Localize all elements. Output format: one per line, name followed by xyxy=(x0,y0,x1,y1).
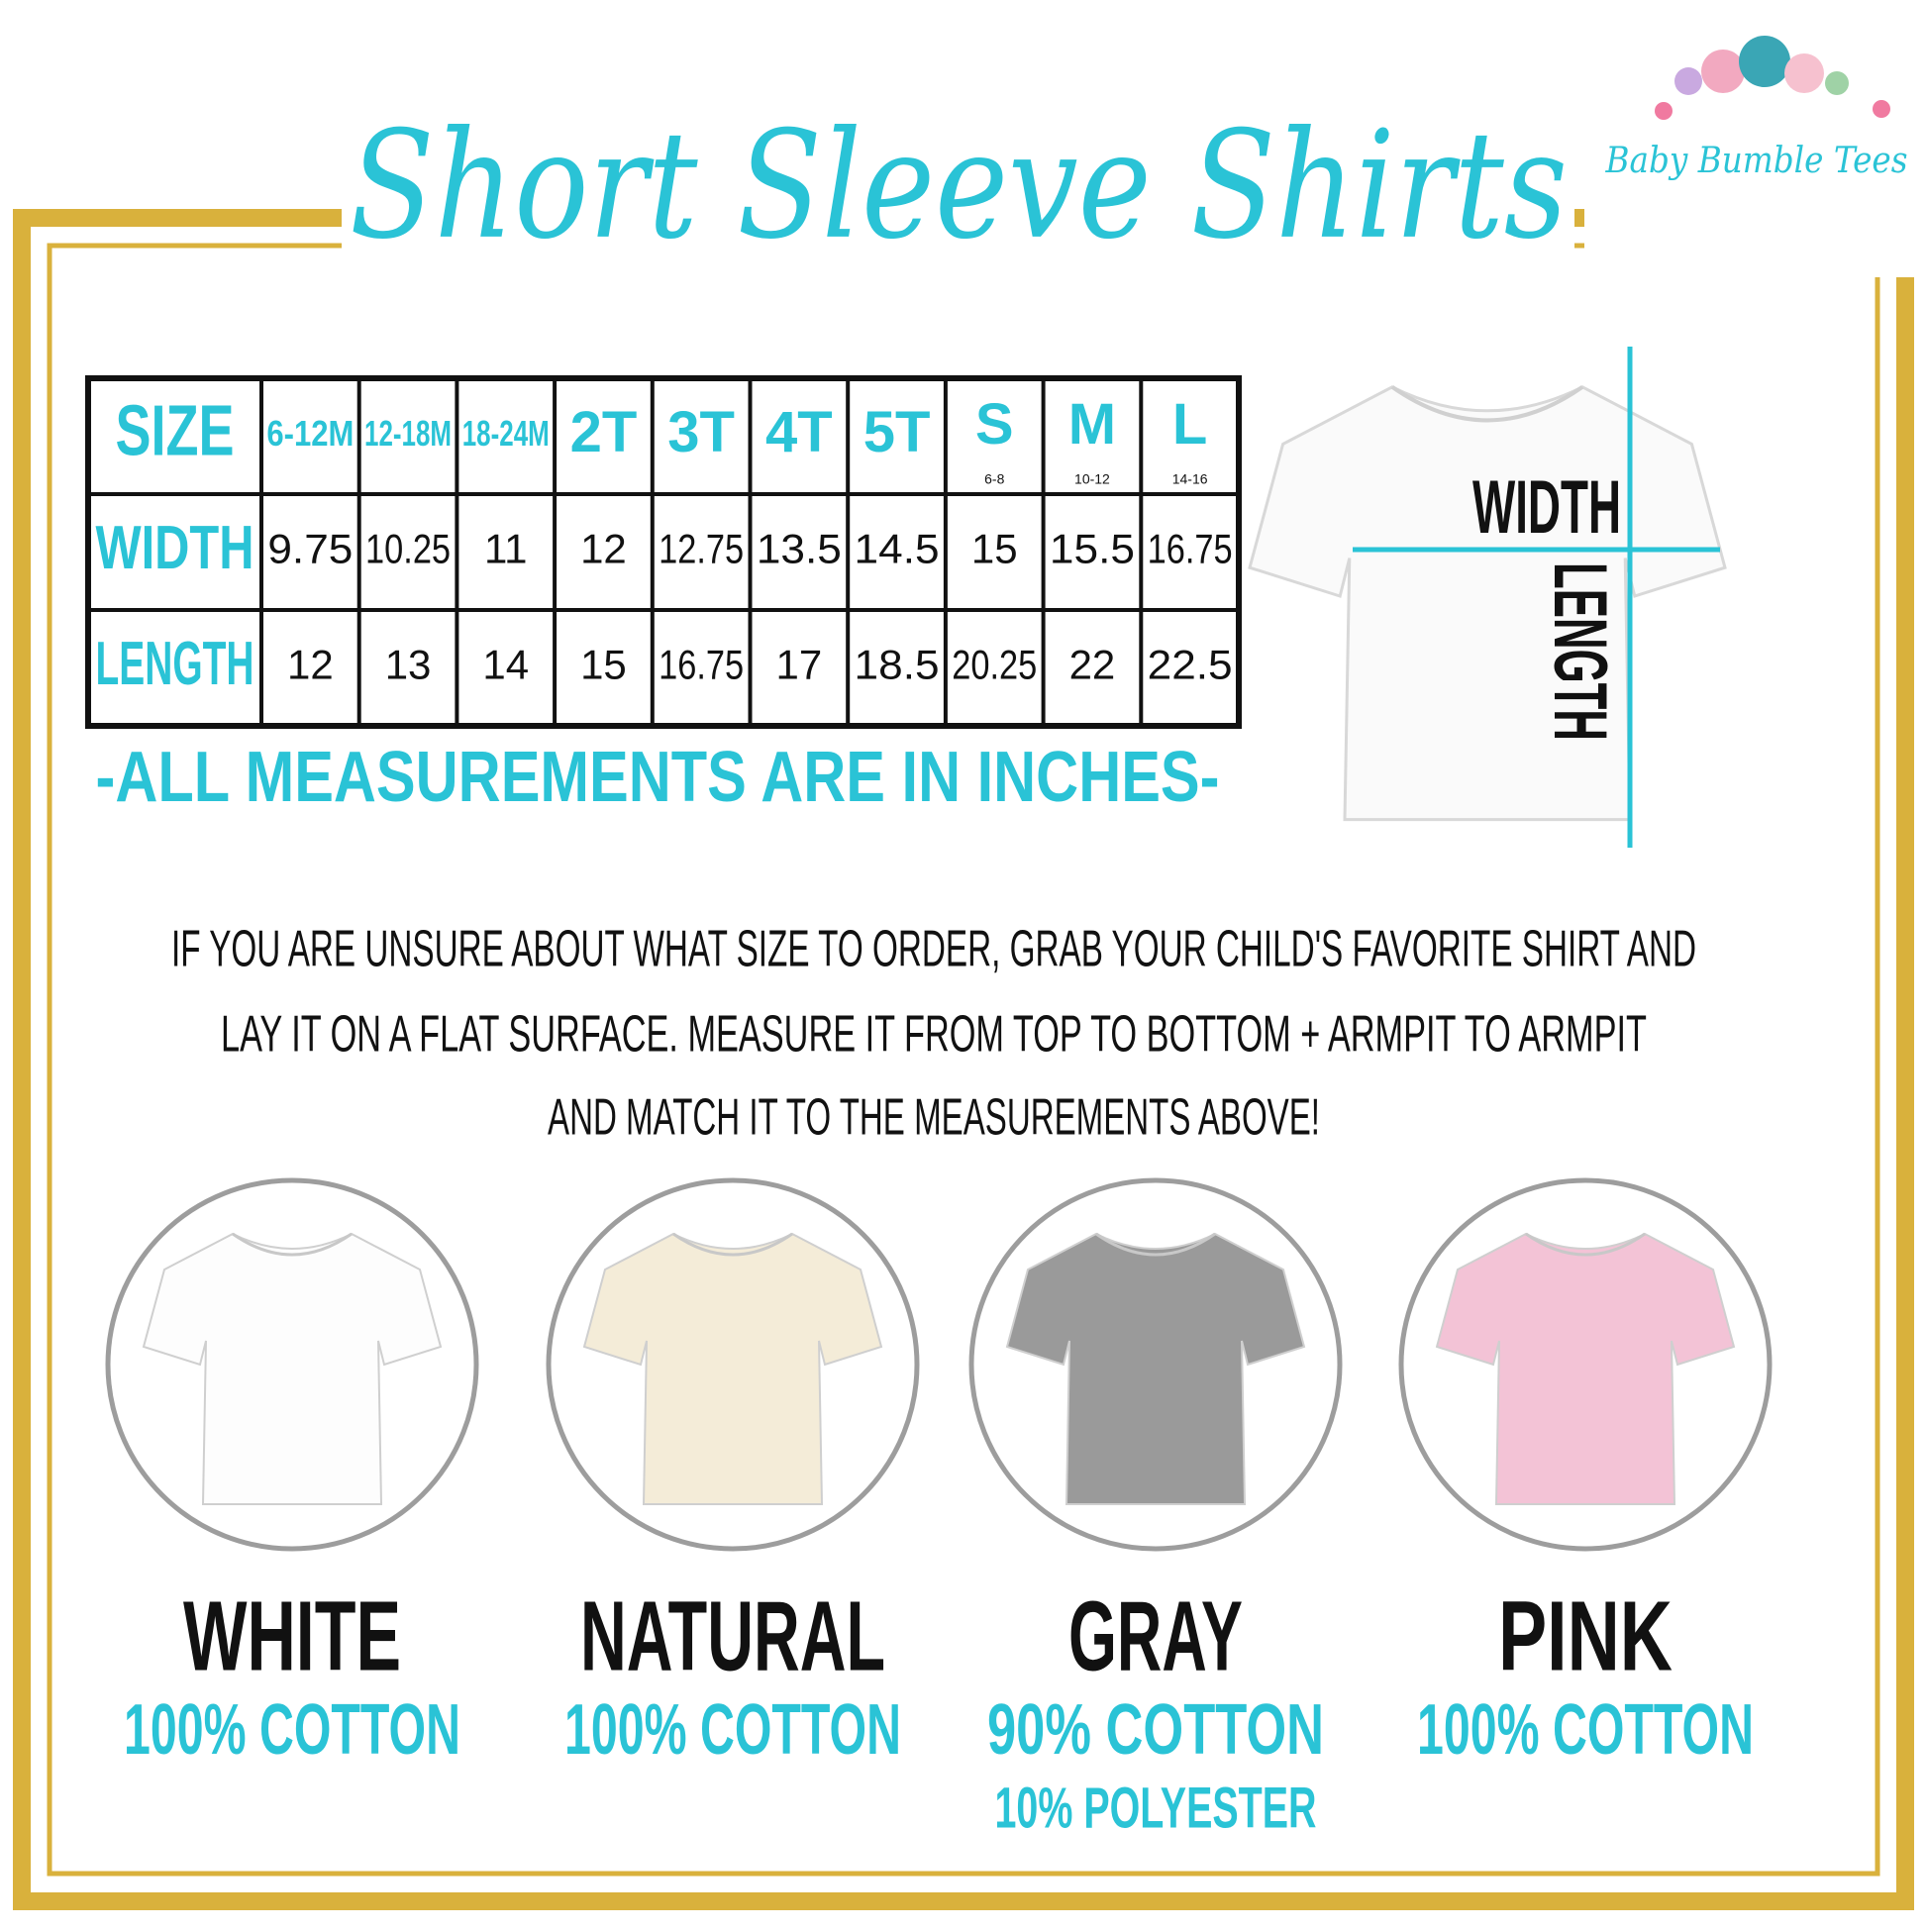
cell-value: 14 xyxy=(482,642,529,688)
fabric: 90% COTTON xyxy=(987,1690,1324,1770)
size-note: 10-12 xyxy=(1074,471,1110,487)
brand-flowers xyxy=(1655,36,1890,120)
size-label: 4T xyxy=(765,400,833,464)
length-label: LENGTH xyxy=(1538,562,1622,741)
cell-value: 16.75 xyxy=(659,642,744,688)
cell-value: 13 xyxy=(385,642,432,688)
cell-value: 11 xyxy=(484,526,528,572)
cell-value: 14.5 xyxy=(855,526,940,572)
row-header: WIDTH xyxy=(96,514,254,582)
cell-value: 12 xyxy=(580,526,627,572)
cell-value: 13.5 xyxy=(757,526,842,572)
cell-value: 15.5 xyxy=(1050,526,1135,572)
fabric: 10% POLYESTER xyxy=(995,1776,1317,1840)
size-label: 18-24M xyxy=(462,413,550,454)
size-note: 6-8 xyxy=(984,471,1004,487)
size-label: 6-12M xyxy=(266,413,354,454)
size-label: M xyxy=(1068,392,1116,457)
shirt-diagram: WIDTH LENGTH xyxy=(1248,347,1727,848)
swatch-collar xyxy=(672,1232,793,1257)
cell-value: 22 xyxy=(1069,642,1116,688)
measurement-note: -ALL MEASUREMENTS ARE IN INCHES- xyxy=(96,738,1220,817)
cell-value: 15 xyxy=(580,642,627,688)
cell-value: 9.75 xyxy=(267,526,353,572)
cell-value: 15 xyxy=(971,526,1018,572)
swatch-collar xyxy=(232,1232,353,1257)
row-header: LENGTH xyxy=(96,630,254,698)
size-label: S xyxy=(975,392,1014,457)
color-name: GRAY xyxy=(1068,1580,1243,1691)
fabric: 100% COTTON xyxy=(564,1690,901,1770)
instruction-line: LAY IT ON A FLAT SURFACE. MEASURE IT FRO… xyxy=(221,1006,1647,1064)
size-label: 5T xyxy=(863,400,931,464)
fabric: 100% COTTON xyxy=(124,1690,460,1770)
diagram-shirt xyxy=(1248,385,1727,822)
size-note: 14-16 xyxy=(1172,471,1208,487)
diagram-collar xyxy=(1390,385,1584,423)
cell-value: 12.75 xyxy=(659,526,744,572)
title: Short Sleeve Shirts xyxy=(350,100,1568,272)
cell-value: 22.5 xyxy=(1148,642,1233,688)
cell-value: 18.5 xyxy=(855,642,940,688)
swatch-collar xyxy=(1525,1232,1646,1257)
color-name: PINK xyxy=(1498,1580,1673,1691)
size-label: 12-18M xyxy=(364,413,452,454)
cell-value: 17 xyxy=(775,642,822,688)
size-label: 3T xyxy=(667,400,735,464)
fabric: 100% COTTON xyxy=(1417,1690,1754,1770)
size-table: SIZE 6-12M 12-18M 18-24M 2T 3T 4T 5T S 6-8 M 10-12 L… xyxy=(85,375,1242,729)
size-label: L xyxy=(1172,392,1207,457)
row-header: SIZE xyxy=(116,392,235,471)
cell-value: 16.75 xyxy=(1148,526,1233,572)
title-backdrop xyxy=(342,139,1574,287)
table-border xyxy=(85,375,1242,729)
width-label: WIDTH xyxy=(1472,465,1621,550)
color-name: WHITE xyxy=(183,1580,401,1691)
brand: Baby Bumble Tees xyxy=(1605,141,1908,181)
instruction-line: AND MATCH IT TO THE MEASUREMENTS ABOVE! xyxy=(548,1089,1320,1147)
size-label: 2T xyxy=(570,400,638,464)
cell-value: 12 xyxy=(287,642,334,688)
color-name: NATURAL xyxy=(580,1580,885,1691)
instruction-line: IF YOU ARE UNSURE ABOUT WHAT SIZE TO ORD… xyxy=(171,921,1696,978)
cell-value: 20.25 xyxy=(952,642,1037,688)
instructions: IF YOU ARE UNSURE ABOUT WHAT SIZE TO ORD… xyxy=(171,921,1696,1147)
cell-value: 10.25 xyxy=(365,526,451,572)
swatch-collar xyxy=(1095,1232,1216,1257)
